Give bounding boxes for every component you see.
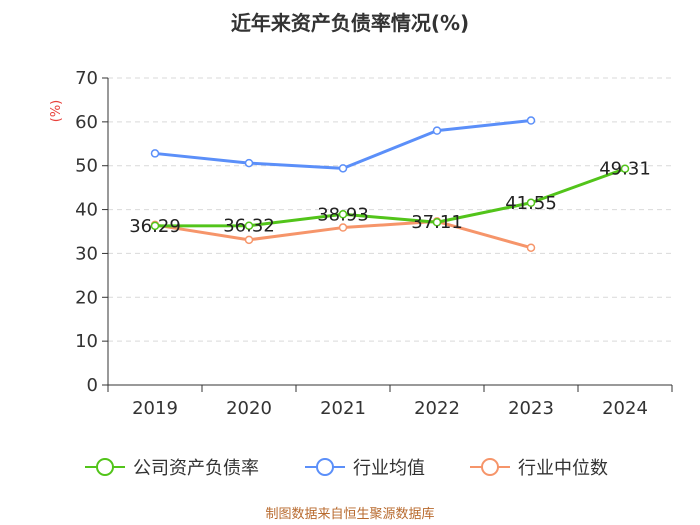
x-tick-label: 2024	[602, 398, 648, 419]
axes: 0 10 20 30 40 50 60 70 2019 2020 2021 2022 2023 2024	[75, 68, 673, 419]
legend-label: 行业中位数	[518, 458, 608, 479]
data-point	[526, 198, 536, 208]
data-point	[150, 221, 160, 231]
data-point	[150, 149, 160, 158]
data-label: 41.55	[505, 193, 557, 214]
y-tick-label: 50	[75, 156, 98, 177]
series-layer	[150, 116, 630, 252]
legend-label: 行业均值	[353, 458, 425, 479]
y-tick-label: 20	[75, 287, 98, 308]
y-tick-label: 70	[75, 68, 98, 89]
legend-item-2: 行业中位数	[470, 458, 608, 479]
source-note: 制图数据来自恒生聚源数据库	[265, 506, 434, 522]
legend-item-1: 行业均值	[305, 458, 425, 479]
legend-marker	[316, 458, 334, 476]
data-label: 38.93	[317, 204, 369, 225]
series-line	[154, 167, 626, 228]
legend: 公司资产负债率 行业均值 行业中位数	[85, 458, 608, 479]
y-tick-label: 30	[75, 243, 98, 264]
y-tick-label: 0	[87, 375, 98, 396]
data-point	[338, 210, 348, 219]
data-point	[620, 164, 630, 173]
legend-marker	[96, 458, 114, 476]
x-tick-label: 2023	[508, 398, 554, 419]
y-tick-label: 10	[75, 331, 98, 352]
legend-label: 公司资产负债率	[133, 458, 259, 479]
data-point	[244, 158, 254, 168]
data-label: 49.31	[599, 159, 651, 180]
data-point	[432, 126, 442, 135]
data-point	[526, 243, 536, 252]
legend-marker	[481, 458, 499, 476]
x-tick-label: 2019	[132, 398, 178, 419]
data-point	[432, 217, 442, 227]
series-0	[150, 164, 630, 231]
legend-item-0: 公司资产负债率	[85, 458, 259, 479]
data-label: 36.29	[129, 216, 181, 237]
y-tick-label: 60	[75, 112, 98, 133]
data-labels: 36.29 36.32 38.93 37.11 41.55 49.31	[129, 159, 651, 237]
data-point	[244, 235, 254, 245]
y-axis-label: (%)	[49, 100, 64, 123]
data-point	[244, 221, 254, 230]
x-tick-label: 2022	[414, 398, 460, 419]
chart-title: 近年来资产负债率情况(%)	[231, 11, 469, 35]
data-point	[526, 116, 536, 125]
data-point	[338, 223, 348, 232]
data-label: 37.11	[411, 212, 463, 233]
x-tick-label: 2021	[320, 398, 366, 419]
data-point	[338, 164, 348, 173]
series-line	[154, 119, 532, 170]
y-tick-label: 40	[75, 200, 98, 221]
x-tick-label: 2020	[226, 398, 272, 419]
data-label: 36.32	[223, 216, 275, 237]
grid-lines	[108, 77, 672, 342]
series-1	[150, 116, 536, 173]
